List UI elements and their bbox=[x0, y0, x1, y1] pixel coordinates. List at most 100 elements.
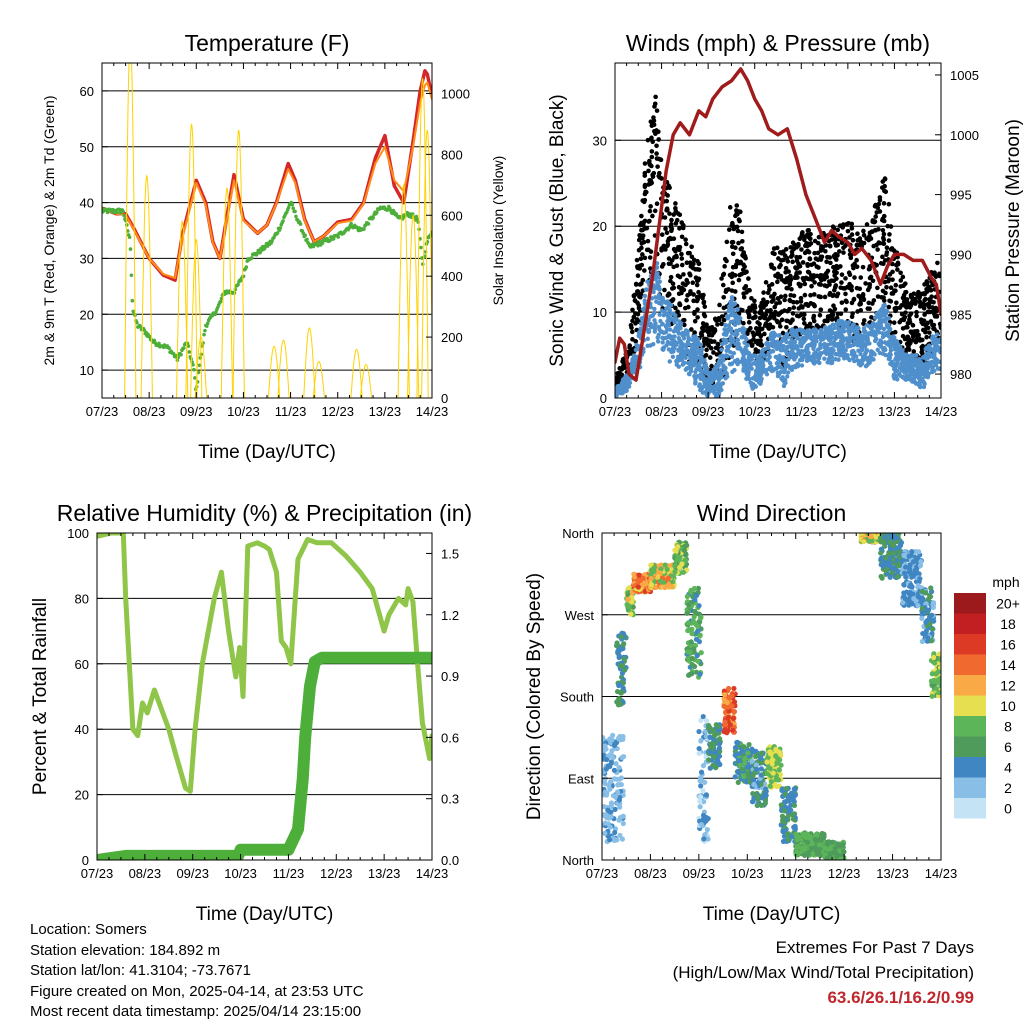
gust-point bbox=[886, 201, 892, 207]
gust-point bbox=[702, 304, 708, 309]
gust-point bbox=[664, 206, 670, 211]
y-tick-label: 60 bbox=[80, 84, 94, 99]
wind-point bbox=[681, 336, 687, 341]
wind-point bbox=[716, 372, 721, 378]
direction-point bbox=[696, 750, 702, 757]
wind-point bbox=[799, 363, 805, 368]
gust-point bbox=[680, 225, 686, 231]
direction-point bbox=[691, 608, 698, 615]
direction-point bbox=[730, 727, 736, 733]
direction-point bbox=[631, 571, 637, 577]
wind-point bbox=[771, 339, 776, 344]
direction-point bbox=[688, 639, 694, 645]
wind-point bbox=[874, 336, 879, 342]
direction-point bbox=[698, 783, 704, 789]
gust-point bbox=[886, 238, 892, 243]
gust-point bbox=[692, 311, 697, 317]
gust-point bbox=[777, 310, 783, 316]
gust-point bbox=[664, 230, 670, 236]
gust-point bbox=[797, 283, 803, 289]
chart-panel-3: 07/23 08/23 09/23 10/23 11/23 12/23 13/23 14/23… bbox=[30, 500, 472, 925]
direction-point bbox=[691, 646, 697, 652]
gust-point bbox=[802, 281, 808, 287]
gust-point bbox=[673, 201, 678, 206]
wind-point bbox=[737, 327, 742, 333]
direction-point bbox=[724, 699, 730, 706]
direction-point bbox=[707, 734, 713, 740]
gust-point bbox=[774, 301, 779, 306]
gust-point bbox=[908, 292, 914, 298]
wind-point bbox=[702, 389, 708, 395]
gust-point bbox=[700, 325, 705, 331]
gust-point bbox=[685, 250, 691, 256]
wind-point bbox=[728, 334, 733, 340]
wind-point bbox=[656, 300, 662, 306]
wind-point bbox=[735, 331, 740, 337]
gust-point bbox=[757, 321, 762, 327]
gust-point bbox=[927, 330, 932, 335]
gust-point bbox=[715, 322, 720, 327]
direction-point bbox=[615, 789, 621, 795]
dewpoint-point bbox=[186, 344, 191, 348]
wind-point bbox=[867, 341, 872, 346]
gust-point bbox=[763, 280, 769, 285]
gust-point bbox=[818, 275, 823, 281]
direction-point bbox=[676, 564, 683, 571]
gust-point bbox=[673, 248, 678, 254]
direction-point bbox=[715, 757, 721, 764]
wind-point bbox=[893, 373, 898, 378]
gust-point bbox=[812, 292, 817, 297]
wind-point bbox=[742, 361, 747, 366]
direction-point bbox=[640, 575, 646, 581]
wind-point bbox=[671, 311, 676, 316]
wind-point bbox=[907, 363, 912, 368]
wind-point bbox=[732, 367, 737, 373]
direction-point bbox=[607, 837, 613, 843]
gust-point bbox=[736, 240, 741, 246]
wind-point bbox=[778, 340, 783, 345]
direction-point bbox=[698, 717, 704, 724]
gust-point bbox=[650, 139, 655, 145]
gust-point bbox=[748, 325, 753, 331]
dewpoint-point bbox=[293, 209, 297, 214]
gust-point bbox=[632, 298, 638, 304]
gust-point bbox=[800, 305, 805, 310]
gust-point bbox=[757, 315, 763, 321]
gust-point bbox=[738, 246, 744, 252]
y-right-tick-label: 0.3 bbox=[441, 792, 459, 807]
direction-point bbox=[620, 642, 626, 648]
gust-point bbox=[648, 249, 654, 254]
gust-point bbox=[894, 300, 899, 306]
direction-point bbox=[604, 790, 610, 796]
dewpoint-point bbox=[122, 213, 126, 218]
gust-point bbox=[814, 323, 820, 328]
gust-point bbox=[662, 287, 667, 293]
plot-area bbox=[102, 63, 432, 398]
gust-point bbox=[741, 320, 746, 326]
direction-point bbox=[694, 592, 700, 599]
direction-point bbox=[618, 701, 624, 707]
gust-point bbox=[902, 299, 908, 305]
gust-point bbox=[798, 299, 804, 304]
direction-point bbox=[657, 578, 664, 584]
gust-point bbox=[674, 263, 680, 268]
wind-point bbox=[855, 358, 860, 363]
wind-point bbox=[922, 381, 927, 387]
gust-point bbox=[636, 305, 642, 311]
gust-point bbox=[813, 256, 819, 261]
direction-point bbox=[616, 765, 622, 771]
wind-point bbox=[816, 356, 822, 361]
wind-point bbox=[897, 350, 902, 355]
wind-point bbox=[900, 356, 905, 361]
gust-point bbox=[867, 230, 873, 236]
gust-point bbox=[888, 224, 894, 229]
wind-point bbox=[833, 352, 839, 357]
direction-point bbox=[648, 582, 655, 588]
gust-point bbox=[646, 219, 652, 224]
wind-point bbox=[836, 318, 841, 324]
wind-point bbox=[930, 368, 935, 374]
x-tick-label: 10/23 bbox=[227, 404, 260, 419]
wind-point bbox=[645, 336, 650, 342]
gust-point bbox=[861, 321, 866, 326]
gust-point bbox=[827, 292, 832, 297]
